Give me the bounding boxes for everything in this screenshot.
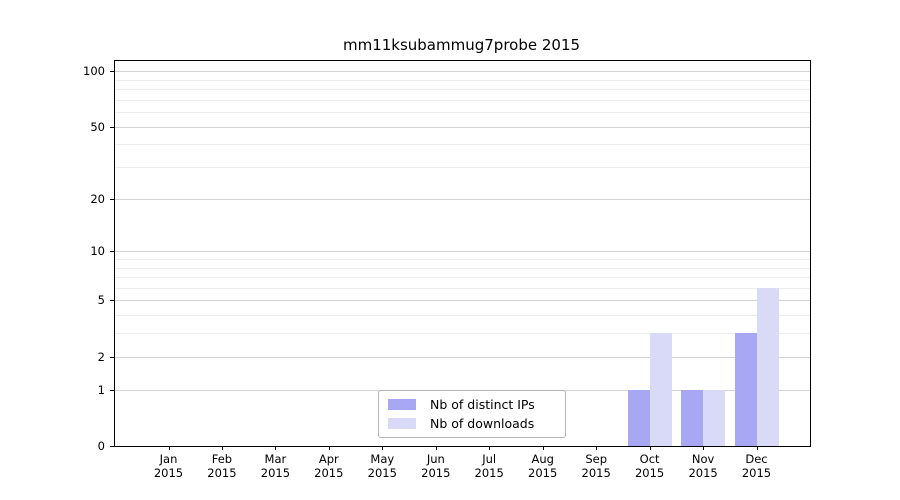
x-tick-year: 2015 [741, 465, 772, 480]
gridline [115, 71, 810, 72]
gridline [115, 251, 810, 253]
x-tick-month: Jun [426, 452, 445, 466]
plot-area: 0 1 2 5 10 20 50 100 Jan 2015 Feb 2015 Mar 2015 Apr 20… [83, 60, 811, 479]
x-tick-month: Apr [318, 452, 339, 466]
y-tick-mark [110, 126, 115, 128]
y-tick-label: 10 [90, 244, 105, 259]
legend-entry: Nb of downloads [388, 416, 556, 431]
gridline [115, 287, 810, 289]
x-tick-year: 2015 [474, 465, 504, 480]
bar-downloads-oct [649, 333, 672, 446]
gridline [115, 198, 810, 200]
x-tick-label: May 2015 [350, 452, 414, 480]
gridline [115, 333, 810, 335]
gridline [115, 267, 810, 269]
x-tick-month: May [370, 452, 395, 466]
x-tick-month: Oct [639, 452, 660, 466]
gridline [115, 258, 810, 260]
x-tick-mark [756, 446, 758, 450]
y-tick-mark [110, 198, 115, 200]
gridline [115, 300, 810, 302]
y-tick-label: 2 [97, 349, 105, 364]
y-tick-label: 50 [90, 119, 105, 134]
gridline [115, 167, 810, 168]
y-tick-label: 0 [97, 439, 105, 453]
gridline [115, 99, 810, 101]
x-tick-month: Feb [211, 452, 233, 466]
gridline [115, 144, 810, 146]
y-tick-mark [110, 71, 115, 72]
x-tick-mark [275, 446, 277, 450]
x-tick-label: Sep 2015 [564, 452, 628, 480]
x-tick-label: Mar 2015 [243, 452, 307, 480]
x-tick-year: 2015 [153, 465, 184, 480]
x-tick-year: 2015 [421, 465, 451, 480]
x-tick-month: Jan [159, 452, 178, 466]
x-tick-mark [542, 446, 544, 450]
x-tick-month: Jul [482, 452, 497, 466]
x-tick-year: 2015 [634, 465, 665, 480]
y-tick-mark [110, 356, 115, 358]
y-tick-mark [110, 389, 115, 391]
gridline [115, 112, 810, 113]
x-tick-month: Nov [691, 452, 715, 466]
legend-label: Nb of downloads [430, 416, 535, 431]
x-tick-label: Jun 2015 [404, 452, 468, 480]
x-tick-mark [382, 446, 384, 450]
x-tick-year: 2015 [314, 465, 344, 480]
x-tick-month: Aug [531, 452, 554, 466]
x-tick-label: Jan 2015 [137, 452, 201, 480]
y-tick-mark [110, 300, 115, 302]
legend-entry: Nb of distinct IPs [388, 397, 556, 412]
y-tick-label: 5 [97, 293, 105, 308]
x-tick-month: Mar [264, 452, 287, 466]
bar-downloads-nov [703, 389, 726, 446]
x-tick-month: Sep [585, 452, 608, 466]
x-tick-mark [596, 446, 598, 450]
x-tick-mark [168, 446, 170, 450]
legend: Nb of distinct IPs Nb of downloads [378, 390, 566, 438]
x-tick-mark [221, 446, 223, 450]
x-tick-year: 2015 [260, 465, 291, 480]
chart-title: mm11ksubammug7probe 2015 [342, 36, 581, 54]
x-tick-year: 2015 [688, 465, 718, 480]
x-tick-year: 2015 [528, 465, 558, 480]
x-tick-year: 2015 [581, 465, 611, 480]
legend-label: Nb of distinct IPs [430, 397, 535, 412]
x-tick-label: Nov 2015 [671, 452, 735, 480]
y-tick-mark [110, 251, 115, 253]
x-tick-mark [435, 446, 437, 450]
x-tick-label: Jul 2015 [457, 452, 521, 480]
bar-distinct-ips-oct [627, 389, 650, 446]
x-tick-year: 2015 [367, 465, 397, 480]
legend-swatch-downloads [388, 418, 416, 429]
y-tick-label: 20 [90, 191, 105, 206]
gridline [115, 88, 810, 90]
x-tick-label: Feb 2015 [190, 452, 254, 480]
x-tick-label: Apr 2015 [297, 452, 361, 480]
x-tick-label: Aug 2015 [511, 452, 575, 480]
x-tick-label: Dec 2015 [725, 452, 789, 480]
x-tick-mark [489, 446, 491, 450]
y-tick-mark [110, 446, 115, 447]
x-tick-mark [328, 446, 330, 450]
gridline [115, 126, 810, 128]
x-tick-year: 2015 [207, 465, 237, 480]
x-tick-mark [703, 446, 705, 450]
x-tick-mark [649, 446, 651, 450]
gridline [115, 315, 810, 317]
bar-distinct-ips-dec [734, 333, 757, 446]
y-tick-label: 100 [83, 64, 105, 78]
x-tick-month: Dec [745, 452, 768, 466]
x-tick-label: Oct 2015 [618, 452, 682, 480]
y-tick-label: 1 [97, 382, 105, 397]
gridline [115, 79, 810, 81]
legend-swatch-distinct-ips [388, 399, 416, 410]
gridline [115, 356, 810, 358]
bar-distinct-ips-nov [681, 389, 704, 446]
gridline [115, 277, 810, 278]
bar-downloads-dec [756, 287, 779, 446]
